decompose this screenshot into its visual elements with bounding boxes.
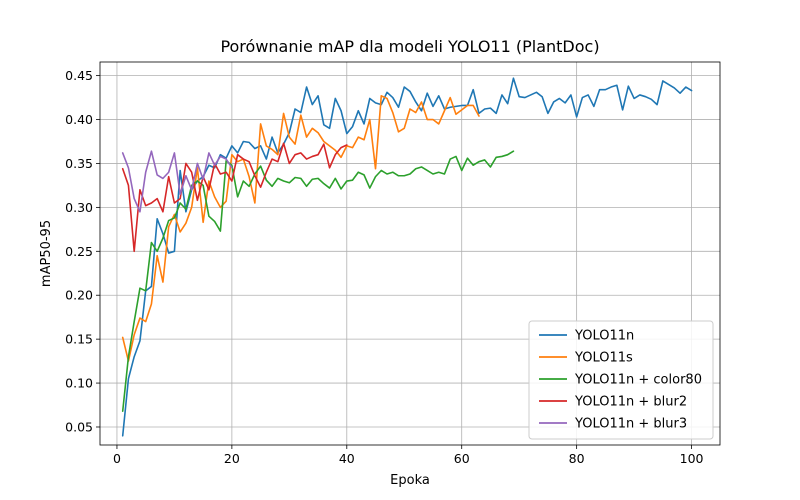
- series-line-2: [121, 150, 515, 412]
- legend-entry: YOLO11n + color80: [574, 373, 702, 388]
- y-axis-label: mAP50-95: [39, 220, 54, 287]
- legend-entry: YOLO11n + blur2: [574, 395, 687, 410]
- y-tick-label: 0.30: [65, 200, 93, 215]
- y-tick-label: 0.25: [65, 244, 93, 259]
- y-tick-label: 0.10: [65, 376, 93, 391]
- x-tick-label: 80: [569, 451, 585, 466]
- y-tick-label: 0.15: [65, 332, 93, 347]
- grid: [100, 62, 720, 445]
- x-tick-label: 0: [113, 451, 121, 466]
- axis-ticks: 0 20 40 60 80 100 0.05 0.10 0.15 0.20 0.25 0.30 0.35…: [65, 68, 703, 466]
- y-tick-label: 0.20: [65, 288, 93, 303]
- x-tick-label: 40: [339, 451, 355, 466]
- series-lines: [121, 77, 693, 437]
- series-line-4: [121, 150, 233, 213]
- x-tick-label: 100: [680, 451, 704, 466]
- legend-box: [528, 320, 714, 440]
- chart-title: Porównanie mAP dla modeli YOLO11 (PlantD…: [220, 37, 599, 56]
- x-axis-label: Epoka: [390, 473, 430, 488]
- x-tick-label: 60: [454, 451, 470, 466]
- legend-entry: YOLO11n + blur3: [574, 417, 687, 432]
- legend-entry: YOLO11s: [574, 351, 633, 366]
- legend: YOLO11n YOLO11s YOLO11n + color80 YOLO11n +…: [528, 320, 714, 440]
- y-tick-label: 0.35: [65, 156, 93, 171]
- series-line-1: [121, 95, 480, 362]
- y-tick-label: 0.40: [65, 112, 93, 127]
- plot-frame: [99, 61, 721, 446]
- x-tick-label: 20: [224, 451, 240, 466]
- y-tick-label: 0.45: [65, 68, 93, 83]
- legend-entry: YOLO11n: [574, 329, 634, 344]
- y-tick-label: 0.05: [65, 419, 93, 434]
- series-line-3: [121, 142, 348, 253]
